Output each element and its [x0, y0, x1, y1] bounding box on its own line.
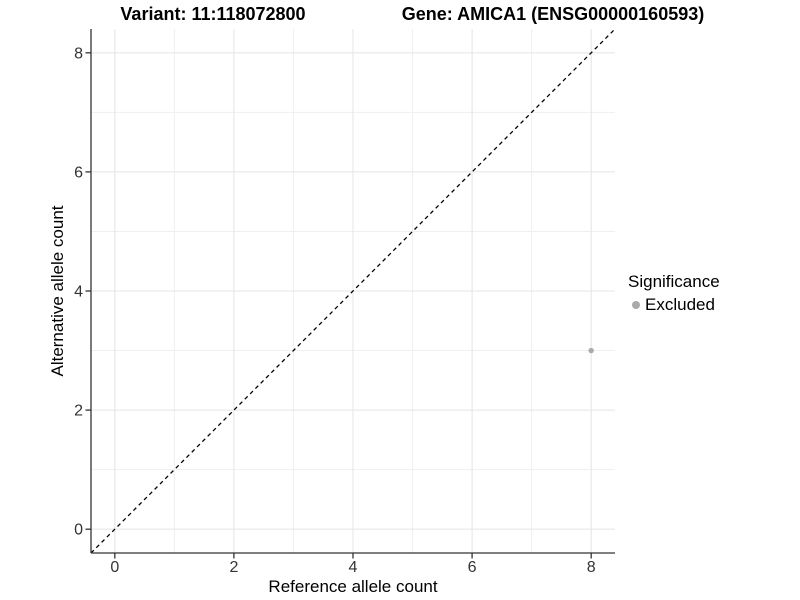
x-axis-title: Reference allele count [268, 577, 438, 596]
y-tick-label: 2 [74, 403, 83, 420]
x-tick-label: 2 [229, 559, 238, 576]
x-tick-label: 8 [587, 559, 596, 576]
x-tick-label: 4 [349, 559, 358, 576]
y-tick-label: 8 [74, 45, 83, 62]
y-tick-label: 4 [74, 284, 83, 301]
y-tick-label: 6 [74, 164, 83, 181]
excluded-point-icon [632, 301, 640, 309]
legend-title: Significance [628, 272, 720, 291]
variant-title: Variant: 11:118072800 [120, 4, 306, 24]
legend-item-label: Excluded [645, 295, 715, 314]
x-tick-label: 6 [468, 559, 477, 576]
x-tick-label: 0 [110, 559, 119, 576]
legend-item-excluded: Excluded [628, 295, 720, 315]
data-point [588, 347, 594, 354]
gene-title: Gene: AMICA1 (ENSG00000160593) [401, 4, 705, 24]
y-axis-title: Alternative allele count [48, 205, 67, 377]
y-tick-label: 0 [74, 522, 83, 539]
legend: Significance Excluded [628, 272, 720, 315]
